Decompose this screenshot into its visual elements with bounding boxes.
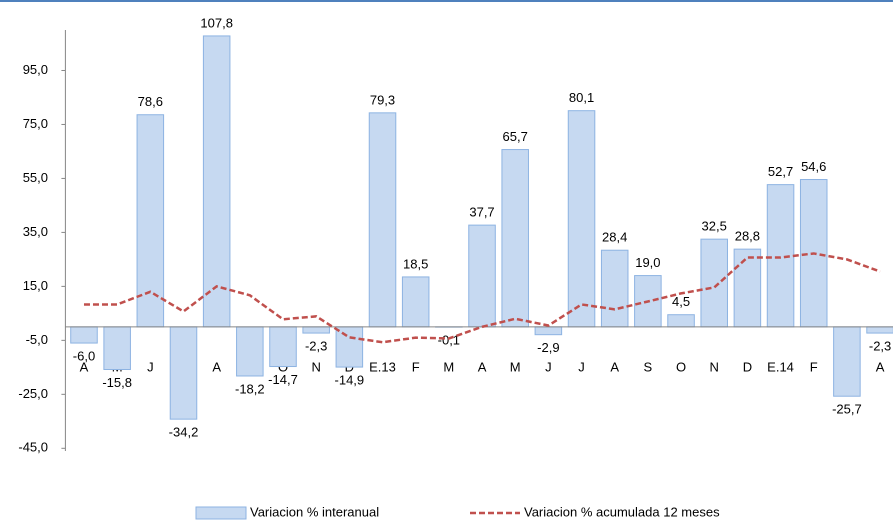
bar xyxy=(169,326,198,420)
data-label: -2,9 xyxy=(537,340,559,355)
bar xyxy=(567,110,596,328)
x-tick-label: A xyxy=(876,359,885,374)
data-label: 78,6 xyxy=(138,94,163,109)
bar xyxy=(700,238,728,328)
y-tick-label: -5,0 xyxy=(26,332,48,347)
y-tick-label: 75,0 xyxy=(23,116,48,131)
bar xyxy=(468,224,496,328)
data-label: 54,6 xyxy=(801,159,826,174)
data-label: 80,1 xyxy=(569,90,594,105)
data-label: -0,1 xyxy=(438,333,460,348)
bar xyxy=(236,326,264,377)
x-tick-label: E.13 xyxy=(369,359,396,374)
bar xyxy=(368,112,397,328)
bar xyxy=(733,248,762,328)
data-label: 32,5 xyxy=(702,219,727,234)
data-label: 28,4 xyxy=(602,230,627,245)
x-tick-label: M xyxy=(510,359,521,374)
data-label: -14,7 xyxy=(268,372,298,387)
data-label: 65,7 xyxy=(503,129,528,144)
data-label: -14,9 xyxy=(335,373,365,388)
bar xyxy=(501,149,529,328)
data-label: -15,8 xyxy=(102,375,132,390)
x-tick-label: N xyxy=(710,359,719,374)
bar xyxy=(766,184,795,328)
line xyxy=(83,252,881,344)
y-tick-label: 35,0 xyxy=(23,224,48,239)
y-tick-label: 55,0 xyxy=(23,170,48,185)
x-tick-label: J xyxy=(545,359,552,374)
x-tick-label: O xyxy=(676,359,686,374)
x-tick-label: M xyxy=(443,359,454,374)
x-tick-label: J xyxy=(578,359,585,374)
bar xyxy=(667,314,695,328)
data-label: 19,0 xyxy=(635,255,660,270)
data-label: 28,8 xyxy=(735,229,760,244)
data-label: -2,3 xyxy=(869,339,891,354)
legend-label: Variacion % acumulada 12 meses xyxy=(524,504,720,519)
bar xyxy=(335,326,364,368)
data-label: 37,7 xyxy=(469,205,494,220)
x-tick-label: J xyxy=(147,359,154,374)
data-label: -2,3 xyxy=(305,339,327,354)
x-tick-label: S xyxy=(644,359,653,374)
bar xyxy=(202,35,231,328)
y-tick-label: 15,0 xyxy=(23,278,48,293)
data-label: -6,0 xyxy=(73,348,95,363)
y-tick-label: -45,0 xyxy=(18,440,48,455)
x-tick-label: A xyxy=(478,359,487,374)
data-label: 4,5 xyxy=(672,294,690,309)
x-tick-label: F xyxy=(412,359,420,374)
y-tick-label: 95,0 xyxy=(23,62,48,77)
data-label: -34,2 xyxy=(169,425,199,440)
bar xyxy=(70,326,98,344)
bar xyxy=(401,276,430,328)
data-label: 52,7 xyxy=(768,164,793,179)
x-tick-label: D xyxy=(743,359,752,374)
bar xyxy=(302,326,330,334)
data-label: 18,5 xyxy=(403,256,428,271)
data-label: -25,7 xyxy=(832,402,862,417)
legend-swatch xyxy=(195,506,247,520)
x-tick-label: A xyxy=(610,359,619,374)
x-tick-label: F xyxy=(810,359,818,374)
y-tick-label: -25,0 xyxy=(18,386,48,401)
data-label: 107,8 xyxy=(200,15,233,30)
legend-label: Variacion % interanual xyxy=(250,504,379,519)
bar xyxy=(866,326,893,334)
bar xyxy=(269,326,297,368)
bar xyxy=(534,326,563,336)
x-tick-label: A xyxy=(80,359,89,374)
bar xyxy=(600,249,629,328)
data-label: 79,3 xyxy=(370,92,395,107)
bar xyxy=(103,326,131,370)
bar xyxy=(833,326,861,397)
x-tick-label: E.14 xyxy=(767,359,794,374)
x-tick-label: A xyxy=(212,359,221,374)
data-label: -18,2 xyxy=(235,381,265,396)
x-tick-label: N xyxy=(311,359,320,374)
